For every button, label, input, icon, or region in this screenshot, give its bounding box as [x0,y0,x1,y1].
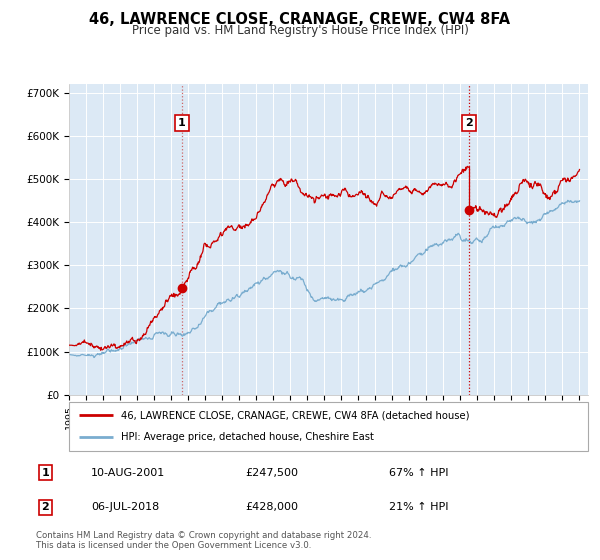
Text: 1: 1 [41,468,49,478]
Text: 1: 1 [178,118,185,128]
Text: This data is licensed under the Open Government Licence v3.0.: This data is licensed under the Open Gov… [36,541,311,550]
Text: 2: 2 [465,118,473,128]
Text: Contains HM Land Registry data © Crown copyright and database right 2024.: Contains HM Land Registry data © Crown c… [36,531,371,540]
Text: Price paid vs. HM Land Registry's House Price Index (HPI): Price paid vs. HM Land Registry's House … [131,24,469,36]
Text: 21% ↑ HPI: 21% ↑ HPI [389,502,449,512]
Text: £247,500: £247,500 [246,468,299,478]
Text: 10-AUG-2001: 10-AUG-2001 [91,468,166,478]
FancyBboxPatch shape [69,402,588,451]
Text: 2: 2 [41,502,49,512]
Text: £428,000: £428,000 [246,502,299,512]
Text: 06-JUL-2018: 06-JUL-2018 [91,502,160,512]
Text: 46, LAWRENCE CLOSE, CRANAGE, CREWE, CW4 8FA: 46, LAWRENCE CLOSE, CRANAGE, CREWE, CW4 … [89,12,511,27]
Text: 67% ↑ HPI: 67% ↑ HPI [389,468,449,478]
Text: 46, LAWRENCE CLOSE, CRANAGE, CREWE, CW4 8FA (detached house): 46, LAWRENCE CLOSE, CRANAGE, CREWE, CW4 … [121,410,469,421]
Text: HPI: Average price, detached house, Cheshire East: HPI: Average price, detached house, Ches… [121,432,374,442]
